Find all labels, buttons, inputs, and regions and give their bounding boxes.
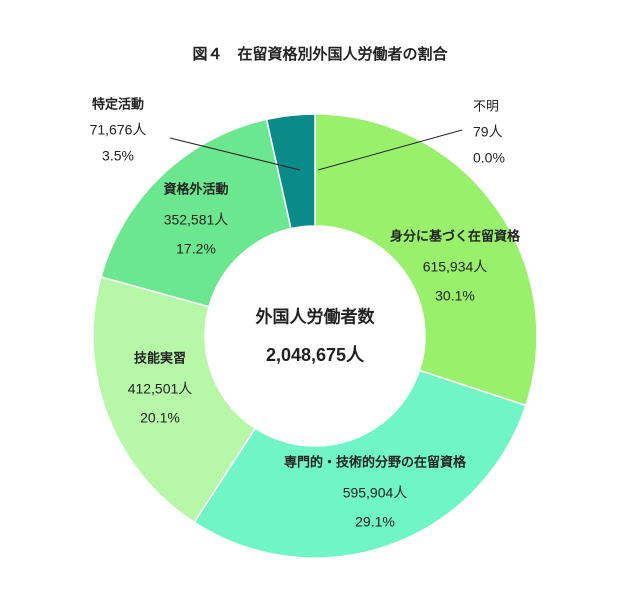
percent-label: 20.1%: [140, 410, 180, 426]
value-label: 352,581人: [164, 212, 229, 228]
value-label: 79人: [473, 124, 503, 140]
percent-label: 30.1%: [435, 288, 475, 304]
center-total: 2,048,675人: [266, 345, 365, 365]
slice-label: 不明: [473, 98, 499, 113]
chart-title: 図４ 在留資格別外国人労働者の割合: [192, 45, 448, 63]
value-label: 615,934人: [423, 259, 488, 275]
center-title: 外国人労働者数: [256, 306, 376, 326]
slice-label: 専門的・技術的分野の在留資格: [284, 454, 467, 469]
percent-label: 17.2%: [176, 241, 216, 257]
value-label: 595,904人: [343, 485, 408, 501]
value-label: 412,501人: [128, 381, 193, 397]
slice-label: 資格外活動: [163, 181, 228, 196]
slice-label: 技能実習: [134, 350, 186, 365]
percent-label: 3.5%: [102, 148, 134, 164]
value-label: 71,676人: [90, 122, 147, 138]
slice-label: 特定活動: [92, 96, 144, 111]
percent-label: 0.0%: [473, 150, 505, 166]
slice-label: 身分に基づく在留資格: [390, 228, 521, 243]
donut: [93, 114, 537, 558]
percent-label: 29.1%: [355, 514, 395, 530]
